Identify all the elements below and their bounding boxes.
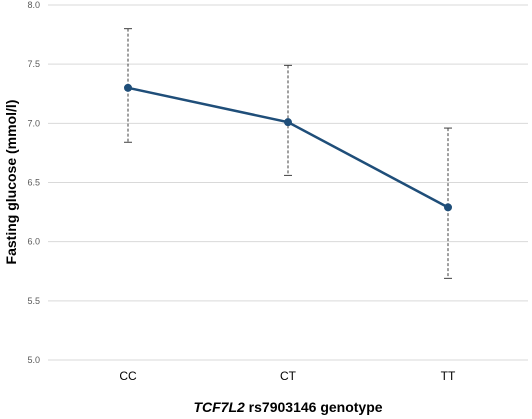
error-bars: [124, 28, 452, 279]
y-tick-label: 7.0: [27, 118, 40, 128]
y-tick-label: 5.5: [27, 296, 40, 306]
y-tick-label: 6.5: [27, 178, 40, 188]
y-axis-title: Fasting glucose (mmol/l): [3, 100, 19, 265]
y-tick-label: 7.5: [27, 59, 40, 69]
gridlines: [48, 4, 528, 361]
x-tick-label: CT: [280, 369, 297, 383]
data-point: [124, 83, 132, 92]
x-tick-label: CC: [119, 369, 137, 383]
data-points: [124, 83, 452, 212]
x-axis-title-gene: TCF7L2: [193, 399, 245, 415]
x-tick-labels: CC CT TT: [119, 369, 456, 383]
x-tick-label: TT: [441, 369, 456, 383]
data-point: [444, 203, 452, 212]
y-tick-label: 6.0: [27, 237, 40, 247]
y-tick-label: 5.0: [27, 355, 40, 365]
y-tick-label: 8.0: [27, 0, 40, 10]
x-axis-title-rest: rs7903146 genotype: [245, 399, 383, 415]
x-axis-title: TCF7L2 rs7903146 genotype: [193, 399, 382, 415]
data-point: [284, 118, 292, 127]
y-tick-labels: 5.0 5.5 6.0 6.5 7.0 7.5 8.0: [27, 0, 40, 365]
